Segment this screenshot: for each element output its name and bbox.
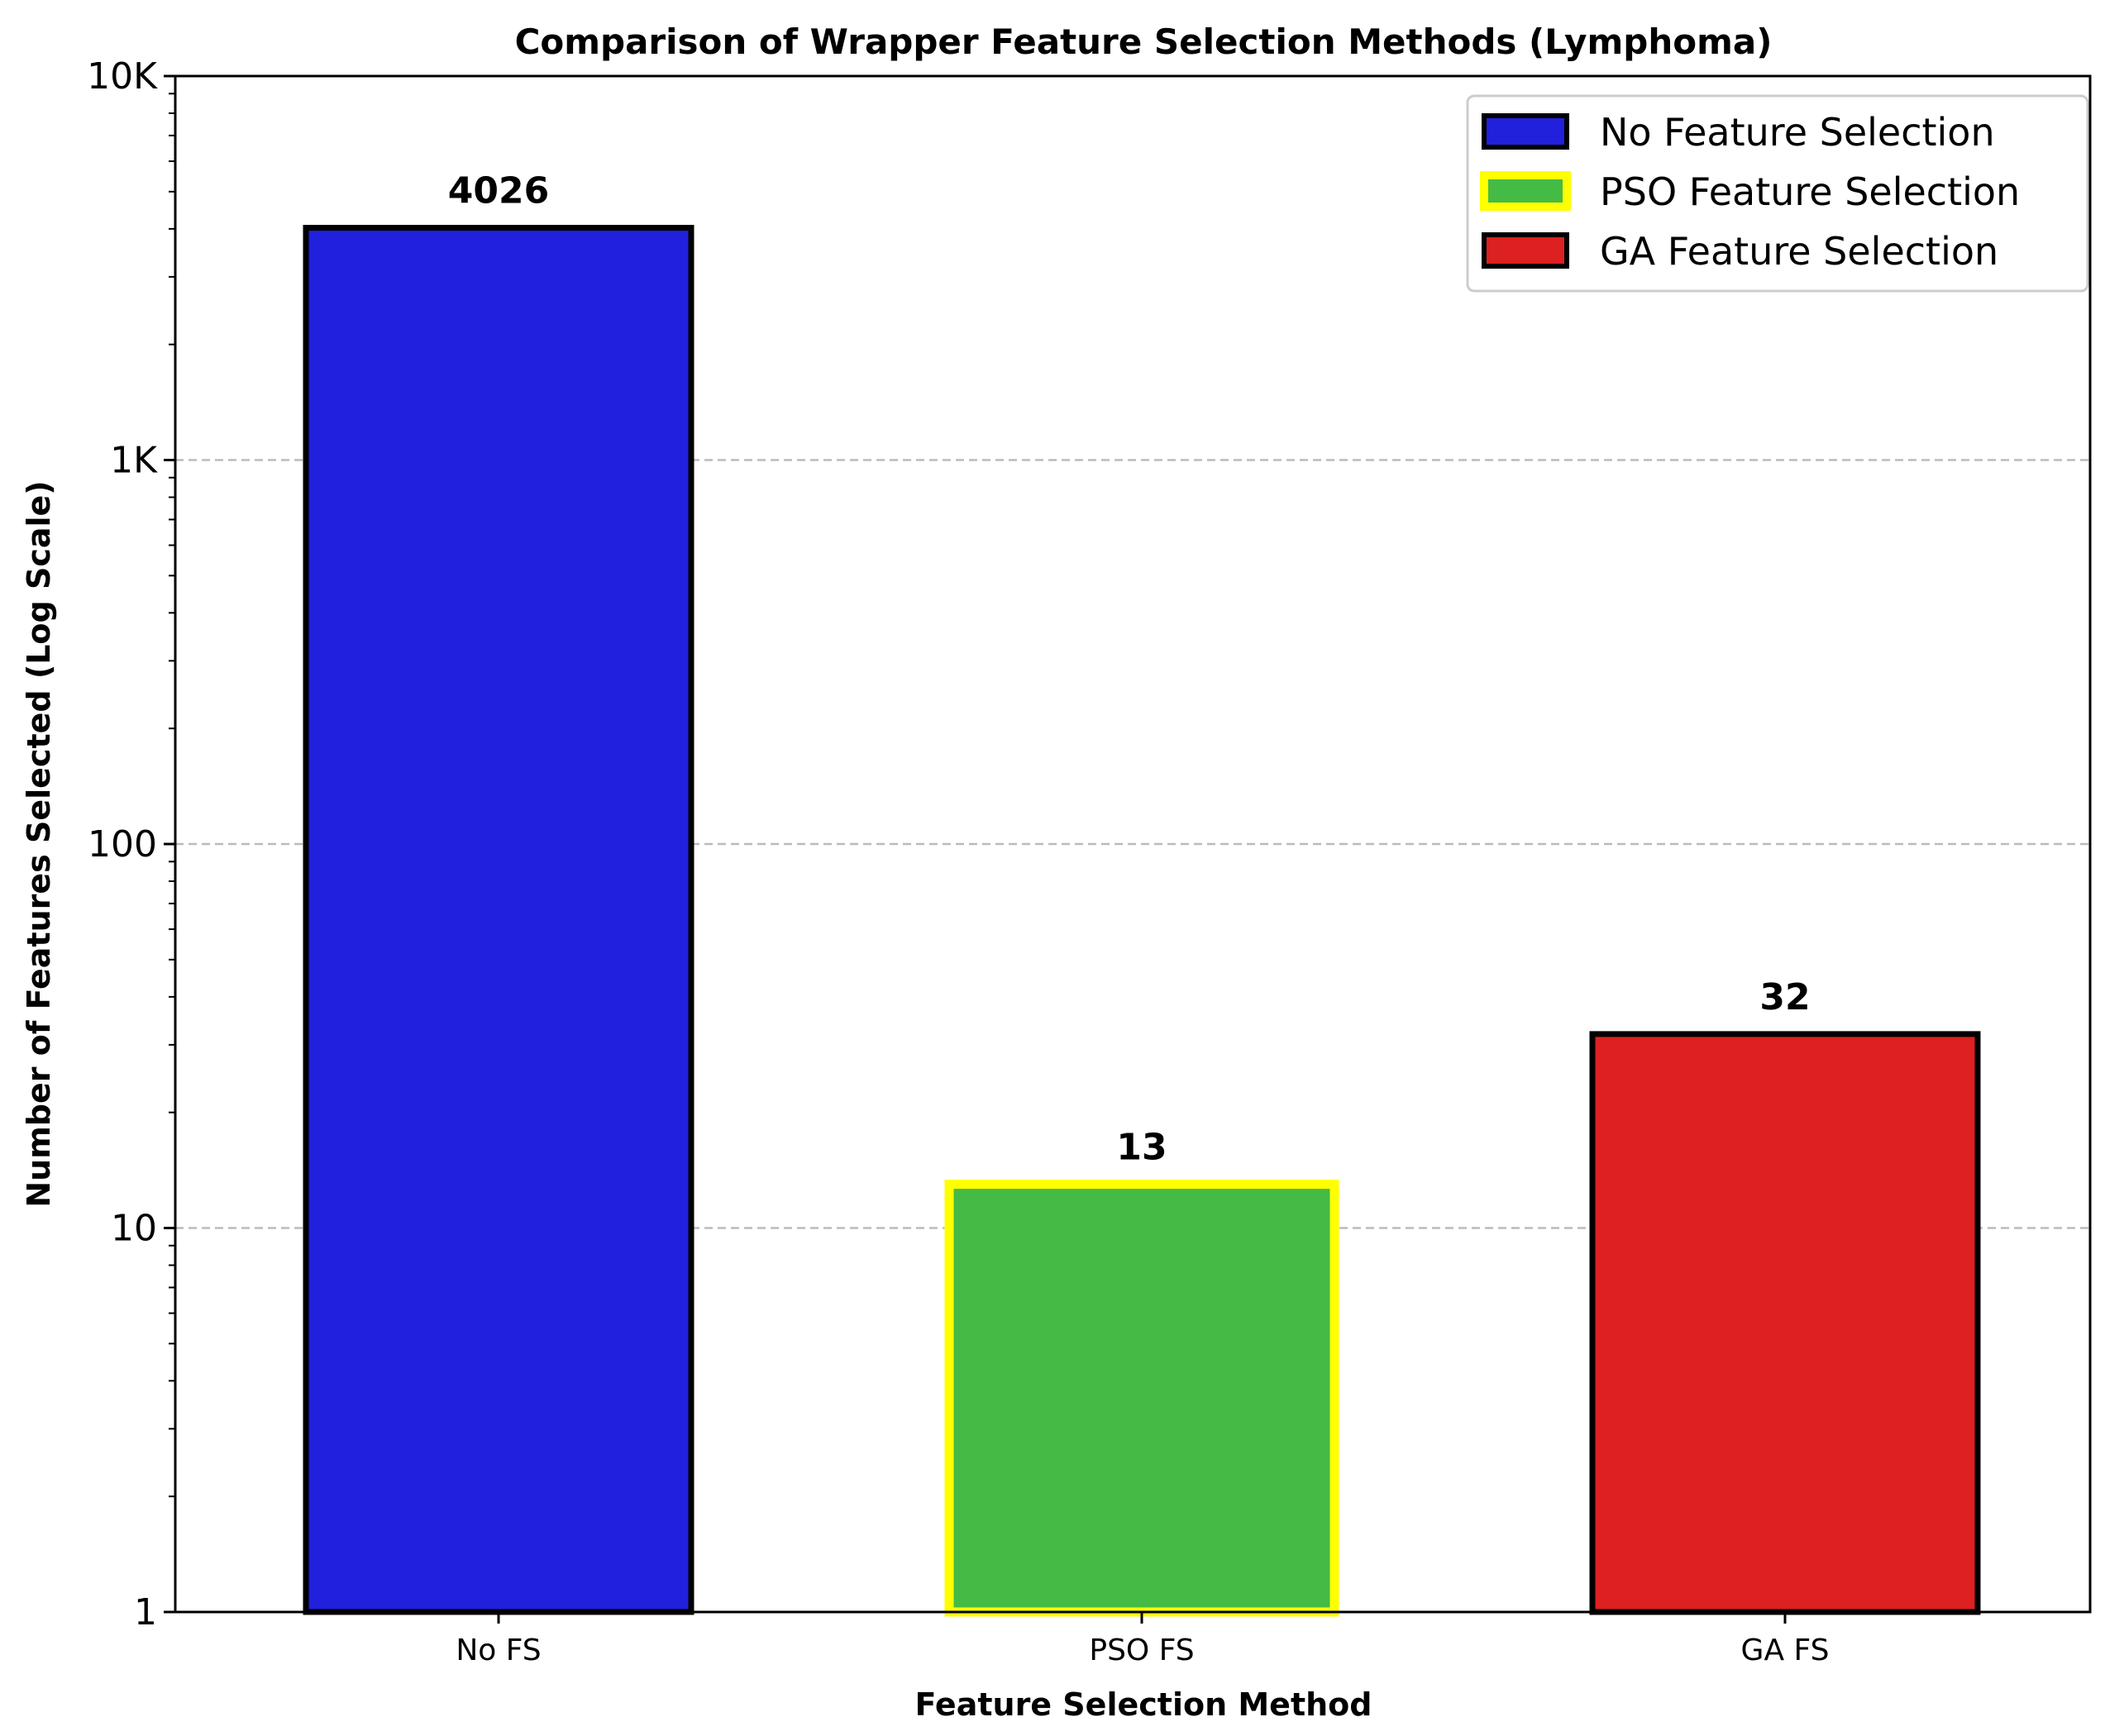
x-tick-label: No FS <box>456 1633 541 1667</box>
legend-label: GA Feature Selection <box>1600 229 1998 274</box>
y-axis-ticks: 1 10 100 1K 10K <box>87 55 175 1633</box>
legend-label: No Feature Selection <box>1600 110 1995 155</box>
bar-value-label: 4026 <box>448 170 549 212</box>
x-tick-label: PSO FS <box>1089 1633 1194 1667</box>
x-axis-label: Feature Selection Method <box>915 1686 1372 1723</box>
legend: No Feature Selection PSO Feature Selectio… <box>1466 94 2089 293</box>
y-tick-label: 1K <box>110 440 158 482</box>
bar-pso-fs <box>944 1180 1339 1617</box>
y-tick-label: 1 <box>134 1591 157 1633</box>
y-tick-label: 100 <box>88 823 157 866</box>
bar-value-label: 13 <box>1116 1127 1167 1169</box>
y-tick-label: 10 <box>111 1208 157 1250</box>
y-axis-label: Number of Features Selected (Log Scale) <box>21 480 57 1207</box>
x-axis-ticks: No FS PSO FS GA FS <box>456 1612 1829 1667</box>
legend-box <box>1466 94 2089 293</box>
x-tick-label: GA FS <box>1741 1633 1830 1667</box>
legend-swatch <box>1482 113 1569 150</box>
legend-swatch <box>1482 232 1569 269</box>
legend-swatch <box>1480 171 1571 211</box>
y-tick-label: 10K <box>87 55 158 98</box>
bar-no-fs <box>303 225 694 1615</box>
bar-ga-fs <box>1589 1031 1981 1615</box>
bar-value-label: 32 <box>1759 976 1810 1018</box>
value-labels: 4026 13 32 <box>448 170 1811 1169</box>
bars <box>303 225 1981 1617</box>
legend-label: PSO Feature Selection <box>1600 169 2020 214</box>
chart-title: Comparison of Wrapper Feature Selection … <box>515 21 1773 62</box>
